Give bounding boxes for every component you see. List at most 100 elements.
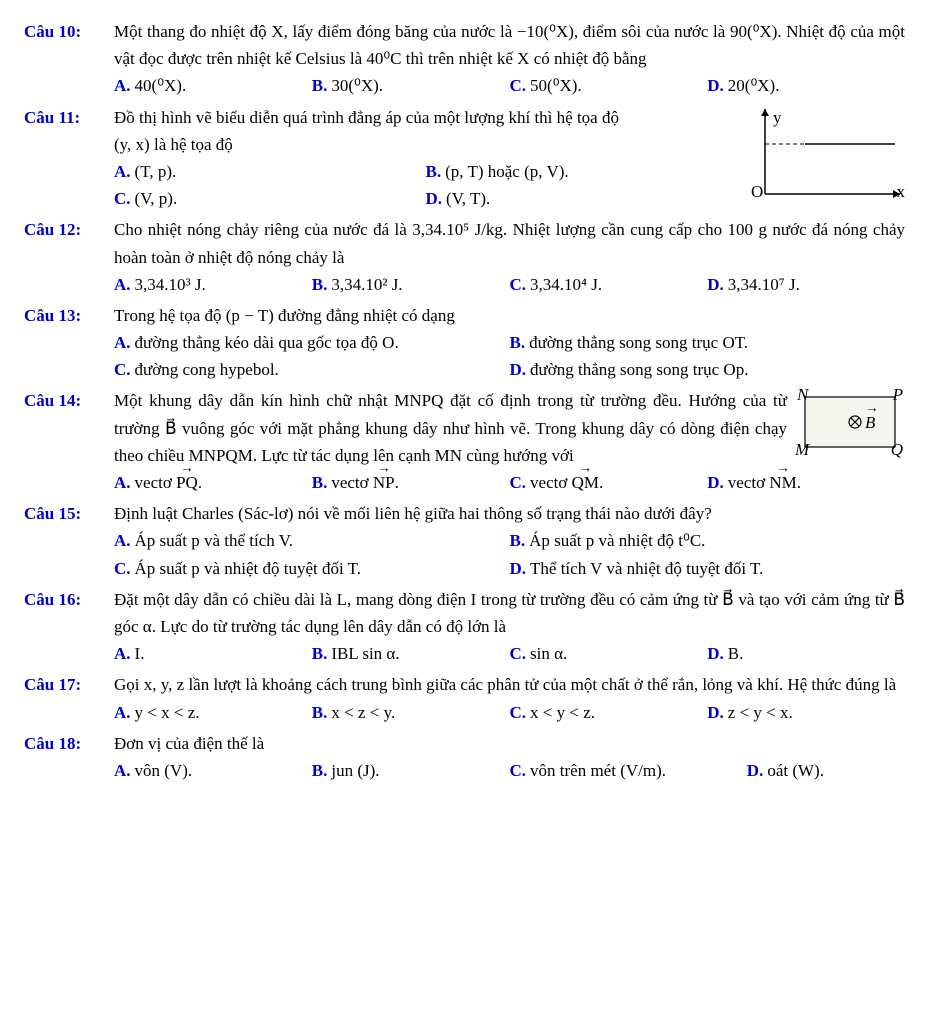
option-a: A.vectơ PQ. [114,469,312,496]
option-label: D. [426,185,443,212]
option-d: D.z < y < x. [707,699,905,726]
option-text: Thể tích V và nhiệt độ tuyệt đối T. [530,555,763,582]
option-c: C.x < y < z. [510,699,708,726]
option-label: D. [707,640,724,667]
options: A.(T, p). B.(p, T) hoặc (p, V). C.(V, p)… [114,158,737,212]
option-label: D. [747,757,764,784]
option-label: C. [510,271,527,298]
option-text: 30(⁰X). [331,72,383,99]
options: A.3,34.10³ J. B.3,34.10² J. C.3,34.10⁴ J… [114,271,905,298]
option-label: A. [114,699,131,726]
option-text: đường thẳng song song trục Op. [530,356,748,383]
question-body: Đơn vị của điện thế là A.vôn (V). B.jun … [114,730,905,784]
question-text: Đồ thị hình vẽ biểu diễn quá trình đẳng … [114,104,737,131]
question-18: Câu 18: Đơn vị của điện thế là A.vôn (V)… [24,730,905,784]
option-label: B. [312,72,328,99]
option-text: sin α. [530,640,567,667]
option-text: Áp suất p và thể tích V. [135,527,294,554]
question-body: Trong hệ tọa độ (p − T) đường đẳng nhiệt… [114,302,905,384]
option-text: 3,34.10⁴ J. [530,271,602,298]
option-d: D.Thể tích V và nhiệt độ tuyệt đối T. [510,555,906,582]
rectangle-figure: N P M Q B [795,387,905,457]
corner-m: M [795,436,809,463]
option-d: D.(V, T). [426,185,738,212]
question-body: Gọi x, y, z lần lượt là khoảng cách trun… [114,671,905,725]
question-13: Câu 13: Trong hệ tọa độ (p − T) đường đẳ… [24,302,905,384]
option-text: 3,34.10³ J. [135,271,206,298]
question-text: Trong hệ tọa độ (p − T) đường đẳng nhiệt… [114,302,905,329]
option-label: D. [707,699,724,726]
axis-y-label: y [773,104,782,131]
options: A.Áp suất p và thể tích V. B.Áp suất p v… [114,527,905,581]
option-label: B. [312,699,328,726]
option-label: B. [510,329,526,356]
question-body: Đặt một dây dẫn có chiều dài là L, mang … [114,586,905,668]
question-label: Câu 17: [24,671,114,725]
option-label: D. [510,356,527,383]
option-a: A.(T, p). [114,158,426,185]
option-d: D.vectơ NM. [707,469,905,496]
option-text: vectơ QM. [530,469,603,496]
option-c: C.50(⁰X). [510,72,708,99]
option-label: B. [312,757,328,784]
option-d: D.3,34.10⁷ J. [707,271,905,298]
option-label: C. [510,640,527,667]
option-text: vectơ NP. [331,469,399,496]
option-text: Áp suất p và nhiệt độ tuyệt đối T. [135,555,361,582]
options: A.vectơ PQ. B.vectơ NP. C.vectơ QM. D.ve… [114,469,905,496]
option-a: A.3,34.10³ J. [114,271,312,298]
option-label: B. [510,527,526,554]
option-text: 40(⁰X). [135,72,187,99]
option-label: C. [114,555,131,582]
option-label: C. [114,185,131,212]
axes-figure: y x O [745,104,905,204]
corner-n: N [797,381,808,408]
option-text: y < x < z. [135,699,200,726]
question-text: Một thang đo nhiệt độ X, lấy điểm đóng b… [114,18,905,72]
corner-q: Q [891,436,903,463]
option-label: D. [707,469,724,496]
question-text: Đặt một dây dẫn có chiều dài là L, mang … [114,586,905,640]
options: A.I. B.IBL sin α. C.sin α. D.B. [114,640,905,667]
option-label: C. [510,757,527,784]
option-c: C.Áp suất p và nhiệt độ tuyệt đối T. [114,555,510,582]
option-text: (V, T). [446,185,490,212]
option-label: C. [510,469,527,496]
question-label: Câu 11: [24,104,114,213]
option-text: 20(⁰X). [728,72,780,99]
question-text: Một khung dây dẫn kín hình chữ nhật MNPQ… [114,387,787,469]
option-label: C. [510,72,527,99]
option-label: A. [114,469,131,496]
question-label: Câu 12: [24,216,114,298]
option-text: z < y < x. [728,699,793,726]
option-a: A.40(⁰X). [114,72,312,99]
question-17: Câu 17: Gọi x, y, z lần lượt là khoảng c… [24,671,905,725]
options: A.40(⁰X). B.30(⁰X). C.50(⁰X). D.20(⁰X). [114,72,905,99]
option-d: D.oát (W). [747,757,905,784]
option-c: C.vectơ QM. [510,469,708,496]
option-label: A. [114,527,131,554]
option-text: oát (W). [767,757,824,784]
option-text: x < z < y. [331,699,395,726]
option-text: IBL sin α. [331,640,399,667]
question-body: Một khung dây dẫn kín hình chữ nhật MNPQ… [114,387,905,496]
question-label: Câu 10: [24,18,114,100]
question-15: Câu 15: Định luật Charles (Sác-lơ) nói v… [24,500,905,582]
question-text: Định luật Charles (Sác-lơ) nói về mối li… [114,500,905,527]
option-c: C.(V, p). [114,185,426,212]
option-b: B.Áp suất p và nhiệt độ t⁰C. [510,527,906,554]
options: A.y < x < z. B.x < z < y. C.x < y < z. D… [114,699,905,726]
option-text: 50(⁰X). [530,72,582,99]
question-text: (y, x) là hệ tọa độ [114,131,737,158]
question-label: Câu 14: [24,387,114,496]
option-text: I. [135,640,145,667]
option-b: B.30(⁰X). [312,72,510,99]
option-label: B. [312,469,328,496]
option-a: A.y < x < z. [114,699,312,726]
option-label: A. [114,72,131,99]
origin-label: O [751,178,763,205]
option-b: B.jun (J). [312,757,510,784]
option-text: (V, p). [135,185,178,212]
option-a: A.I. [114,640,312,667]
question-11: Câu 11: Đồ thị hình vẽ biểu diễn quá trì… [24,104,905,213]
